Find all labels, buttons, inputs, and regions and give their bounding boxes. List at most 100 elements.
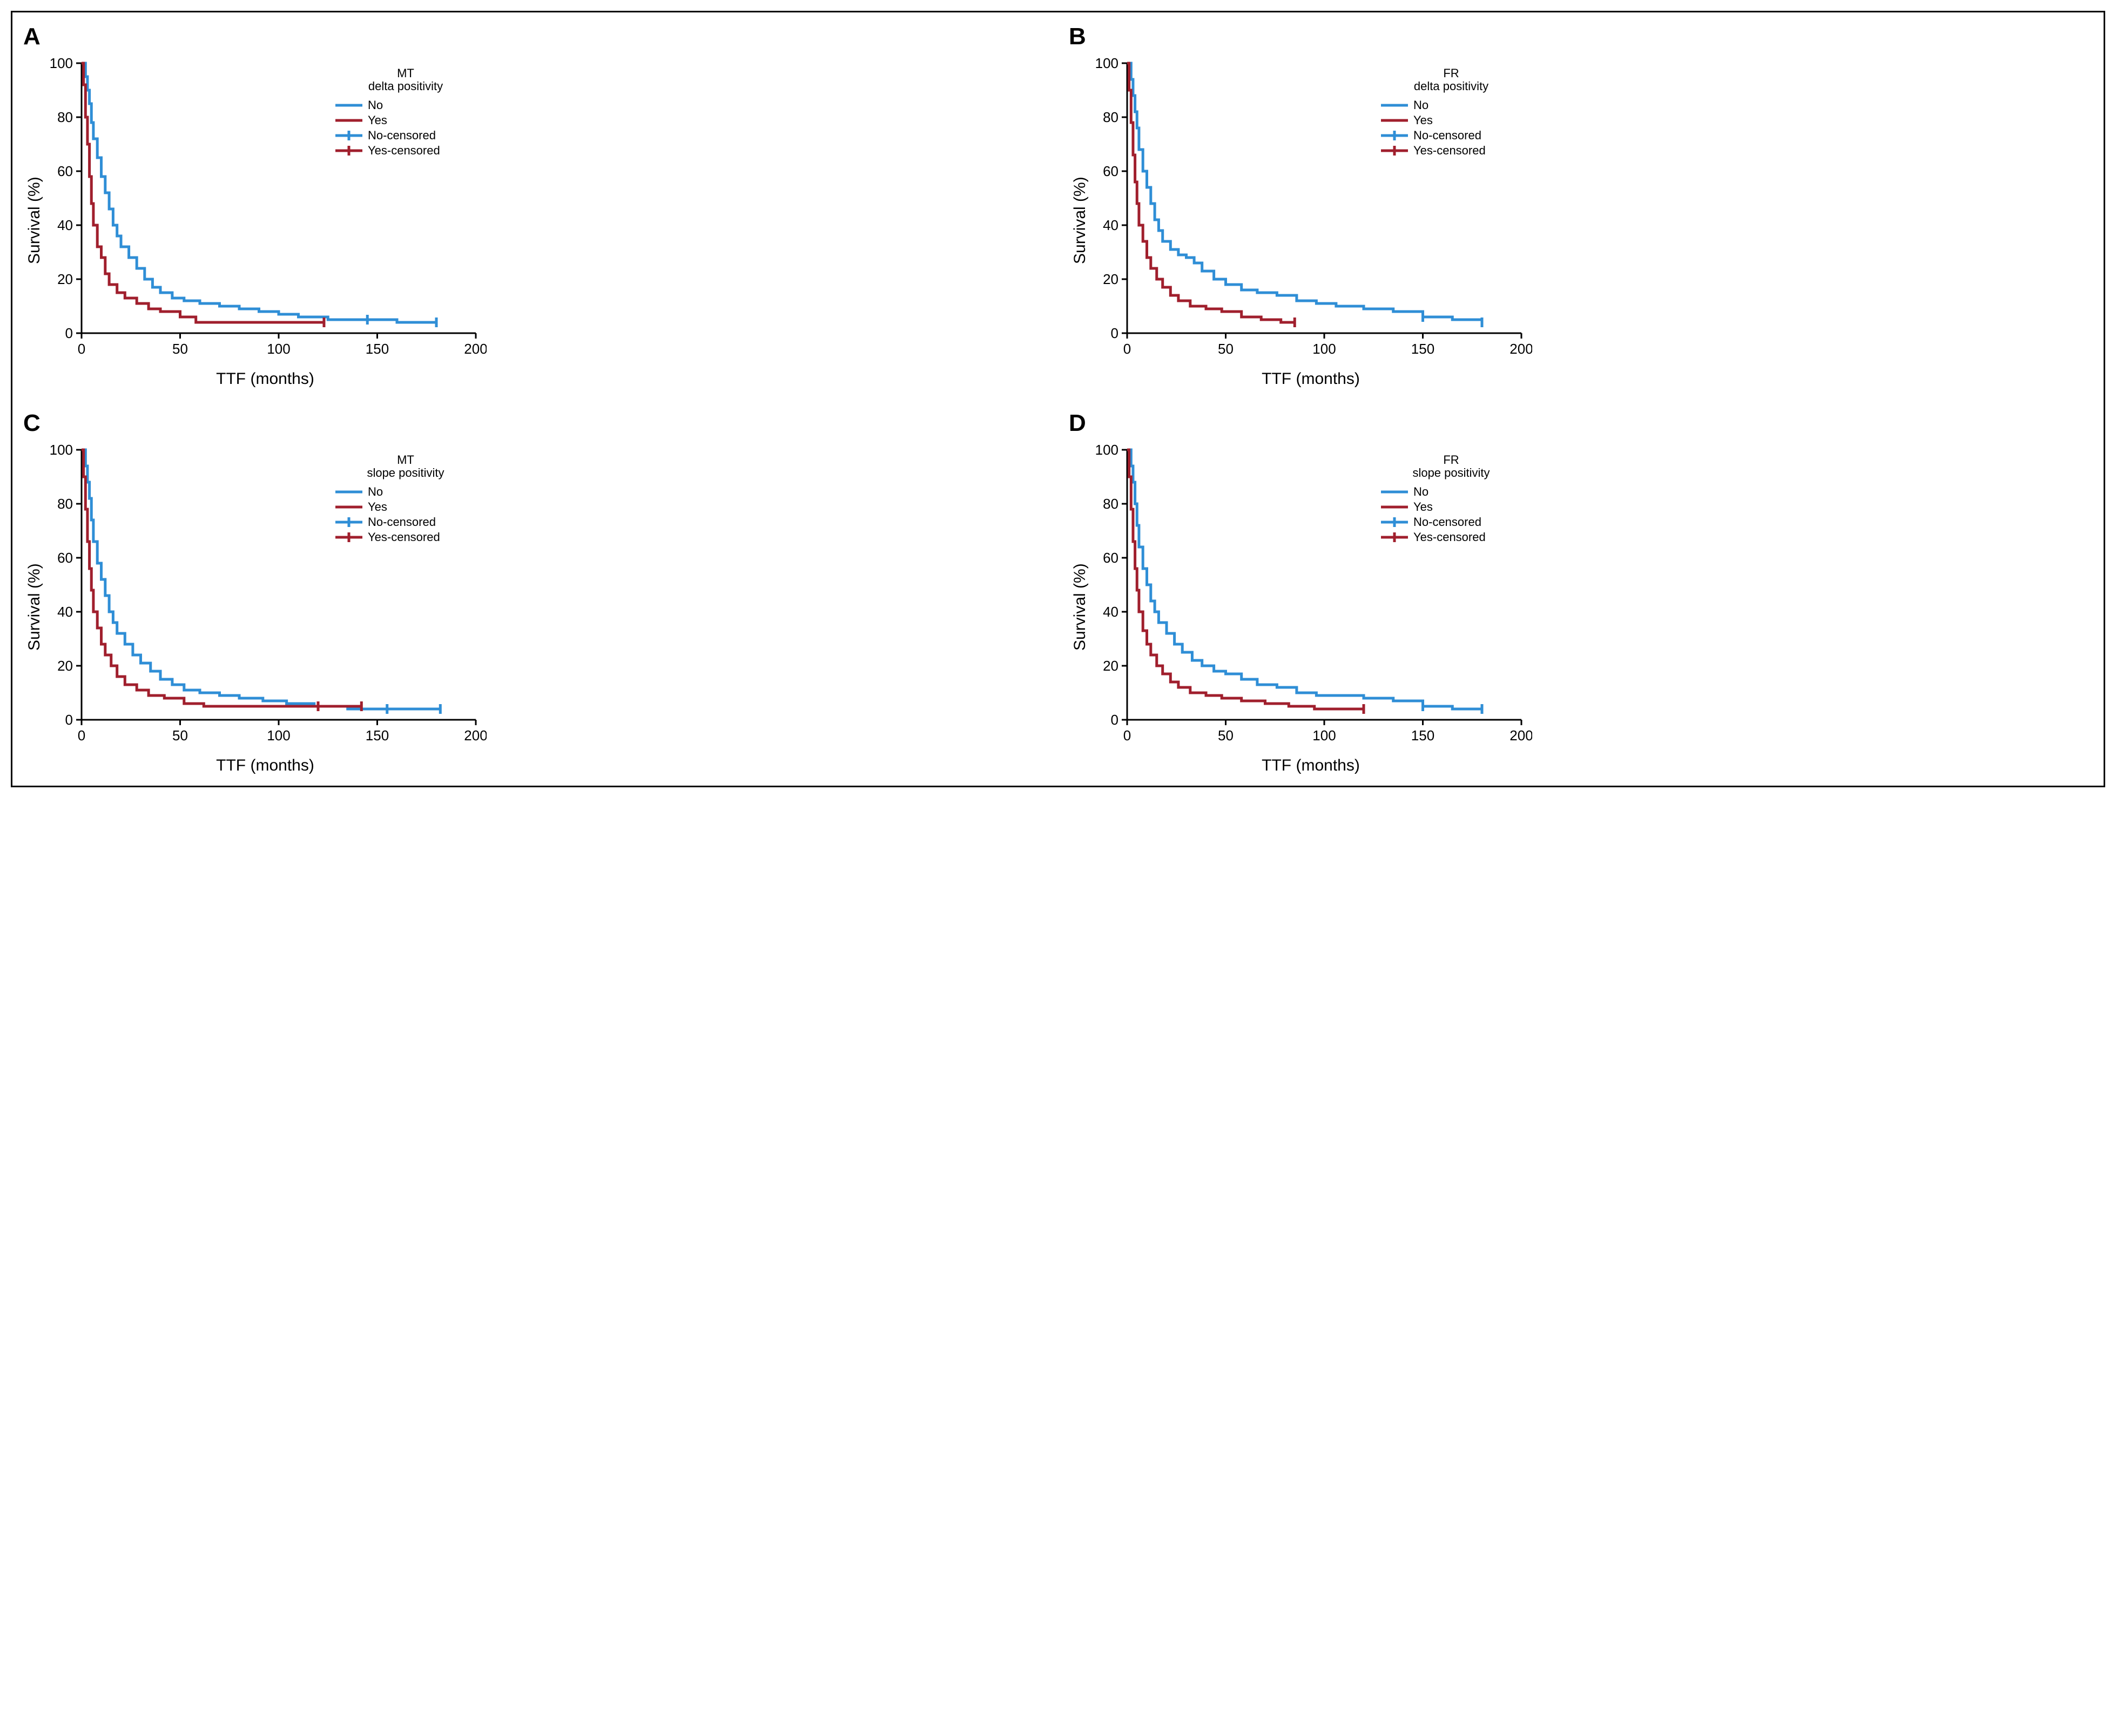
svg-text:slope positivity: slope positivity	[1412, 466, 1490, 479]
series-yes	[1127, 63, 1295, 322]
svg-text:150: 150	[366, 727, 389, 744]
svg-text:Yes-censored: Yes-censored	[368, 530, 440, 544]
svg-text:delta positivity: delta positivity	[1414, 79, 1488, 93]
figure-grid: A Survival (%) 050100150200020406080100M…	[11, 11, 2105, 787]
km-plot-B: 0 50 100 150 200 0 20 40 60 80 100 FRdelta positivi…	[1089, 52, 1532, 366]
svg-text:50: 50	[1218, 727, 1234, 744]
legend: FRslope positivity No YesNo-censoredYes-ce…	[1381, 453, 1490, 544]
series-no	[1127, 450, 1482, 709]
svg-text:No: No	[368, 98, 383, 112]
svg-text:0: 0	[65, 712, 73, 728]
series-no	[1127, 63, 1482, 322]
svg-text:delta positivity: delta positivity	[368, 79, 443, 93]
svg-text:FR: FR	[1443, 453, 1459, 467]
legend: MTdelta positivity NoYes No-censored Yes-ce…	[335, 66, 443, 157]
svg-text:100: 100	[1312, 727, 1336, 744]
svg-text:20: 20	[57, 271, 73, 287]
km-plot-A: 0 50 100 150 200 0 20 40 60 80 100 MTdelta positivi…	[44, 52, 487, 366]
svg-text:0: 0	[1123, 341, 1131, 357]
svg-text:150: 150	[1411, 341, 1434, 357]
svg-text:50: 50	[172, 341, 188, 357]
svg-text:0: 0	[1111, 325, 1118, 341]
x-axis-label: TTF (months)	[44, 756, 487, 775]
x-axis-label: TTF (months)	[1089, 756, 1532, 775]
km-plot-D: 0 50 100 150 200 0 20 40 60 80 100 FRslope positivi…	[1089, 439, 1532, 752]
svg-text:80: 80	[57, 109, 73, 125]
svg-text:100: 100	[1095, 442, 1118, 458]
svg-text:50: 50	[1218, 341, 1234, 357]
svg-text:100: 100	[267, 341, 290, 357]
svg-text:Yes-censored: Yes-censored	[1413, 530, 1486, 544]
svg-text:No: No	[1413, 485, 1428, 498]
svg-text:20: 20	[57, 658, 73, 674]
series-yes	[82, 450, 361, 706]
panel-C: C Survival (%) 050100150200020406080100M…	[23, 410, 1047, 775]
svg-text:40: 40	[57, 604, 73, 620]
panel-A: A Survival (%) 0 50 100 150 200 0 20 40 60 80 100 M…	[23, 23, 1047, 388]
series-no	[82, 63, 436, 322]
svg-text:100: 100	[50, 55, 73, 71]
svg-text:No: No	[1413, 98, 1428, 112]
svg-text:60: 60	[57, 550, 73, 566]
series-no	[82, 450, 440, 709]
svg-text:Yes: Yes	[368, 500, 387, 514]
svg-text:20: 20	[1103, 658, 1118, 674]
panel-B: B Survival (%) 0 50 100 150 200 0 20 40 60 80 100 F…	[1069, 23, 2093, 388]
svg-text:80: 80	[1103, 496, 1118, 512]
series-yes	[82, 63, 324, 322]
svg-text:MT: MT	[397, 66, 414, 80]
panel-D: D Survival (%) 0 50 100 150 200 0 20 40 60 80 100 F…	[1069, 410, 2093, 775]
svg-text:0: 0	[78, 727, 85, 744]
legend: MTslope positivity No YesNo-censoredYes-ce…	[335, 453, 444, 544]
x-axis-label: TTF (months)	[44, 370, 487, 388]
svg-text:200: 200	[1509, 341, 1532, 357]
svg-text:60: 60	[1103, 550, 1118, 566]
svg-text:No-censored: No-censored	[368, 515, 436, 529]
svg-text:100: 100	[1312, 341, 1336, 357]
svg-text:No: No	[368, 485, 383, 498]
panel-letter: D	[1069, 410, 2093, 437]
km-plot-C: 050100150200020406080100MTslope positivi…	[44, 439, 487, 752]
y-axis-label: Survival (%)	[23, 52, 44, 388]
svg-text:40: 40	[1103, 604, 1118, 620]
legend: FRdelta positivity NoYes No-censored Yes-ce…	[1381, 66, 1488, 157]
svg-text:100: 100	[1095, 55, 1118, 71]
svg-text:Yes-censored: Yes-censored	[368, 144, 440, 157]
svg-text:200: 200	[464, 341, 487, 357]
svg-text:20: 20	[1103, 271, 1118, 287]
svg-text:No-censored: No-censored	[1413, 515, 1481, 529]
svg-text:Yes: Yes	[1413, 113, 1433, 127]
svg-text:0: 0	[1111, 712, 1118, 728]
svg-text:Yes: Yes	[1413, 500, 1433, 514]
svg-text:Yes-censored: Yes-censored	[1413, 144, 1486, 157]
svg-text:150: 150	[1411, 727, 1434, 744]
svg-text:40: 40	[1103, 217, 1118, 233]
y-axis-label: Survival (%)	[1069, 52, 1089, 388]
y-axis-label: Survival (%)	[1069, 439, 1089, 775]
panel-letter: C	[23, 410, 1047, 437]
svg-text:0: 0	[1123, 727, 1131, 744]
svg-text:Yes: Yes	[368, 113, 387, 127]
svg-text:80: 80	[1103, 109, 1118, 125]
svg-text:50: 50	[172, 727, 188, 744]
svg-text:No-censored: No-censored	[368, 129, 436, 142]
svg-text:0: 0	[65, 325, 73, 341]
svg-text:40: 40	[57, 217, 73, 233]
svg-text:MT: MT	[397, 453, 414, 467]
svg-text:200: 200	[1509, 727, 1532, 744]
svg-text:100: 100	[267, 727, 290, 744]
svg-text:100: 100	[50, 442, 73, 458]
svg-text:FR: FR	[1443, 66, 1459, 80]
series-yes	[1127, 450, 1364, 709]
y-axis-label: Survival (%)	[23, 439, 44, 775]
svg-text:60: 60	[1103, 163, 1118, 179]
svg-text:No-censored: No-censored	[1413, 129, 1481, 142]
svg-text:80: 80	[57, 496, 73, 512]
panel-letter: B	[1069, 23, 2093, 50]
svg-text:60: 60	[57, 163, 73, 179]
svg-text:slope positivity: slope positivity	[367, 466, 444, 479]
x-axis-label: TTF (months)	[1089, 370, 1532, 388]
svg-text:0: 0	[78, 341, 85, 357]
panel-letter: A	[23, 23, 1047, 50]
svg-text:150: 150	[366, 341, 389, 357]
